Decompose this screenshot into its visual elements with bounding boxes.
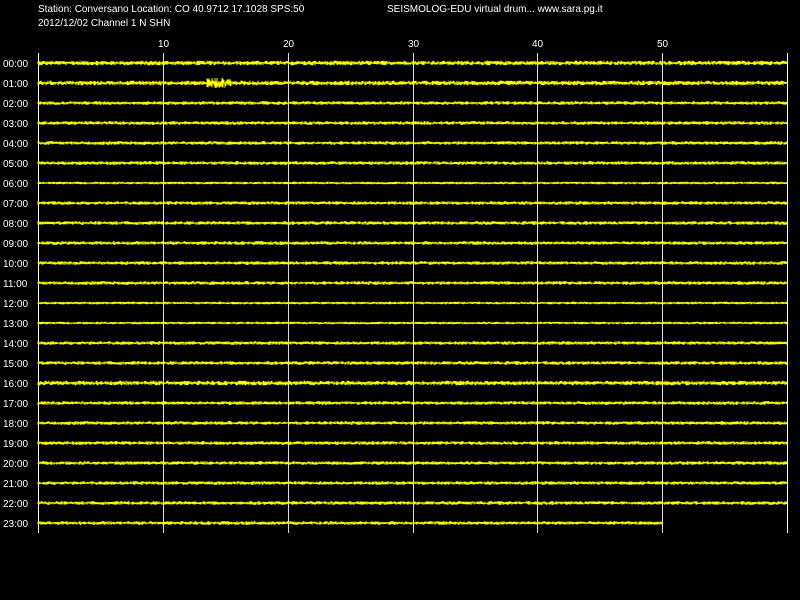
- hour-label-2200: 22:00: [3, 499, 28, 510]
- trace-1000: [37, 261, 788, 265]
- x-tick-label-10: 10: [158, 39, 170, 50]
- trace-1900: [37, 441, 788, 445]
- grid-lines: [38, 53, 788, 533]
- trace-2300: [37, 521, 663, 525]
- hour-label-1600: 16:00: [3, 379, 28, 390]
- hour-label-1500: 15:00: [3, 359, 28, 370]
- trace-0500: [37, 161, 788, 165]
- trace-0800: [37, 221, 788, 225]
- trace-0900: [37, 241, 788, 245]
- trace-2200: [37, 501, 788, 505]
- hour-label-0100: 01:00: [3, 79, 28, 90]
- trace-2000: [37, 461, 788, 465]
- trace-1200: [37, 301, 788, 305]
- hour-label-0300: 03:00: [3, 119, 28, 130]
- hour-label-1700: 17:00: [3, 399, 28, 410]
- x-tick-label-20: 20: [283, 39, 295, 50]
- trace-1500: [37, 361, 788, 365]
- hour-label-1400: 14:00: [3, 339, 28, 350]
- hour-label-2000: 20:00: [3, 459, 28, 470]
- trace-0000: [37, 60, 788, 66]
- hour-label-1200: 12:00: [3, 299, 28, 310]
- trace-1600: [37, 380, 788, 386]
- hour-label-2100: 21:00: [3, 479, 28, 490]
- trace-0600: [37, 181, 788, 185]
- hour-label-0000: 00:00: [3, 59, 28, 70]
- hour-label-0900: 09:00: [3, 239, 28, 250]
- hour-label-0800: 08:00: [3, 219, 28, 230]
- hour-label-0200: 02:00: [3, 99, 28, 110]
- hour-label-2300: 23:00: [3, 519, 28, 530]
- hour-label-0500: 05:00: [3, 159, 28, 170]
- station-info: Station: Conversano Location: CO 40.9712…: [38, 4, 305, 15]
- program-info: SEISMOLOG-EDU virtual drum... www.sara.p…: [387, 4, 603, 15]
- trace-1400: [37, 341, 788, 345]
- hour-label-0400: 04:00: [3, 139, 28, 150]
- trace-1700: [37, 401, 788, 405]
- x-tick-label-50: 50: [657, 39, 669, 50]
- hour-label-1100: 11:00: [3, 279, 28, 290]
- trace-lines: [37, 60, 788, 525]
- trace-0200: [37, 101, 788, 105]
- hour-label-0600: 06:00: [3, 179, 28, 190]
- hour-label-1900: 19:00: [3, 439, 28, 450]
- x-tick-label-40: 40: [532, 39, 544, 50]
- trace-0100: [37, 77, 788, 88]
- hour-label-1000: 10:00: [3, 259, 28, 270]
- hour-label-0700: 07:00: [3, 199, 28, 210]
- trace-2100: [37, 481, 788, 485]
- hour-label-1300: 13:00: [3, 319, 28, 330]
- trace-0400: [37, 141, 788, 145]
- date-channel-info: 2012/12/02 Channel 1 N SHN: [38, 18, 171, 29]
- trace-1300: [37, 321, 788, 325]
- hour-label-1800: 18:00: [3, 419, 28, 430]
- trace-0300: [37, 121, 788, 125]
- axis-labels: 10 20 30 40 50 00:00 01:00 02:00 03:00 04:00 05:00…: [3, 39, 668, 530]
- trace-0700: [37, 201, 788, 205]
- x-tick-label-30: 30: [408, 39, 420, 50]
- trace-1100: [37, 281, 788, 285]
- trace-1800: [37, 421, 788, 425]
